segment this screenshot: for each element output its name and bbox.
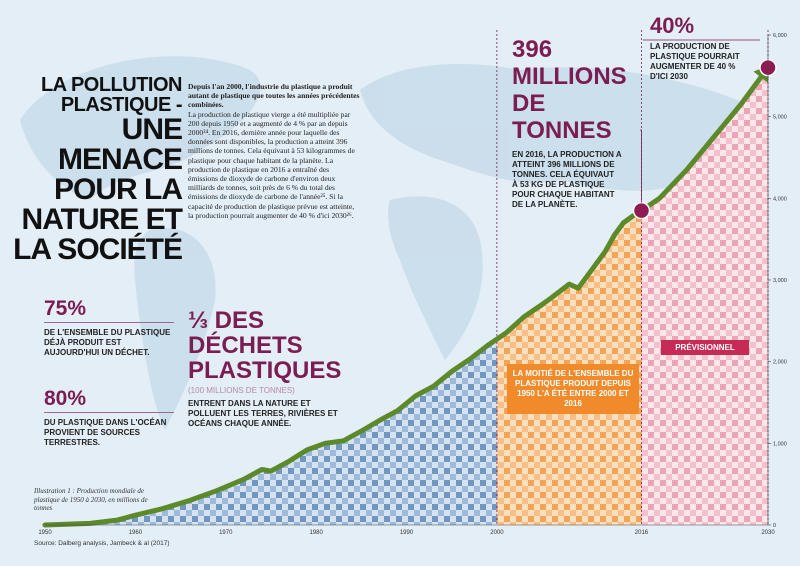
- stat-text: DE L'ENSEMBLE DU PLASTIQUE DÉJÀ PRODUIT …: [44, 328, 171, 357]
- callout-40-value: 40%: [650, 13, 695, 38]
- title-line: UNE MENACE: [57, 113, 183, 176]
- y-axis: 0 1,000 2,000 3,000 4,000 5,000 6,000: [767, 33, 787, 529]
- callout-396-value: 396 MILLIONS DE TONNES: [512, 36, 627, 144]
- title-line: LA POLLUTION: [40, 74, 183, 96]
- stat-value: 80%: [44, 387, 87, 410]
- x-tick-label: 1980: [309, 530, 323, 536]
- title-line: NATURE ET: [21, 203, 183, 236]
- third-sub: (100 MILLIONS DE TONNES): [188, 386, 295, 395]
- y-tick-label: 6,000: [773, 33, 787, 39]
- y-tick-label: 1,000: [773, 441, 787, 447]
- title-line: POUR LA: [54, 173, 183, 206]
- title-line: PLASTIQUE -: [60, 94, 183, 116]
- y-tick-label: 2,000: [773, 360, 787, 366]
- y-tick-label: 3,000: [773, 278, 787, 284]
- callout-396: 396 MILLIONS DE TONNES EN 2016, LA PRODU…: [512, 36, 642, 210]
- callout-40: 40% LA PRODUCTION DE PLASTIQUE POURRAIT …: [650, 14, 750, 82]
- y-tick-label: 5,000: [773, 115, 787, 121]
- region-area-0: [45, 339, 497, 525]
- x-tick-label: 1970: [219, 530, 233, 536]
- x-tick-label: 2030: [761, 530, 775, 536]
- page-title: LA POLLUTION PLASTIQUE - UNE MENACE POUR…: [0, 74, 183, 266]
- stat-text: DU PLASTIQUE DANS L'OCÉAN PROVIENT DE SO…: [44, 418, 167, 447]
- callout-396-text: EN 2016, LA PRODUCTION A ATTEINT 396 MIL…: [512, 150, 622, 209]
- production-line: [42, 65, 771, 528]
- world-map-background: [20, 56, 766, 430]
- title-line: LA SOCIÉTÉ: [13, 233, 183, 266]
- intro-body: La production de plastique vierge a été …: [188, 109, 355, 220]
- forecast-badge: PRÉVISIONNEL: [661, 340, 749, 355]
- stat-rule: [44, 322, 174, 323]
- intro-text: Depuis l'an 2000, l'industrie du plastiq…: [188, 82, 360, 220]
- source-note: Source: Dalberg analysis, Jambeck & al (…: [34, 540, 170, 547]
- stat-rule: [44, 412, 174, 413]
- x-tick-label: 2000: [490, 530, 504, 536]
- stat-value: 75%: [44, 297, 87, 320]
- third-text: ENTRENT DANS LA NATURE ET POLLUENT LES T…: [188, 399, 338, 428]
- x-tick-label: 1990: [400, 530, 414, 536]
- x-tick-label: 1950: [38, 530, 52, 536]
- callout-40-text: LA PRODUCTION DE PLASTIQUE POURRAIT AUGM…: [650, 42, 740, 81]
- third-value: ⅓ DES DÉCHETS PLASTIQUES: [188, 307, 342, 384]
- region-area-2: [641, 67, 768, 525]
- intro-lead: Depuis l'an 2000, l'industrie du plastiq…: [188, 82, 360, 110]
- stat-block: 80% DU PLASTIQUE DANS L'OCÉAN PROVIENT D…: [44, 388, 174, 448]
- x-tick-label: 1960: [129, 530, 143, 536]
- y-tick-label: 4,000: [773, 196, 787, 202]
- x-tick-label: 2016: [635, 530, 649, 536]
- stat-block: 75% DE L'ENSEMBLE DU PLASTIQUE DÉJÀ PROD…: [44, 298, 174, 358]
- chart-caption: Illustration 1 : Production mondiale de …: [34, 487, 148, 512]
- x-axis: 1950 1960 1970 1980 1990 2000 2016 2030: [38, 524, 775, 536]
- half-since-2000-box: LA MOITIÉ DE L'ENSEMBLE DU PLASTIQUE PRO…: [507, 364, 639, 414]
- third-callout: ⅓ DES DÉCHETS PLASTIQUES (100 MILLIONS D…: [188, 308, 358, 429]
- y-tick-label: 0: [773, 523, 776, 529]
